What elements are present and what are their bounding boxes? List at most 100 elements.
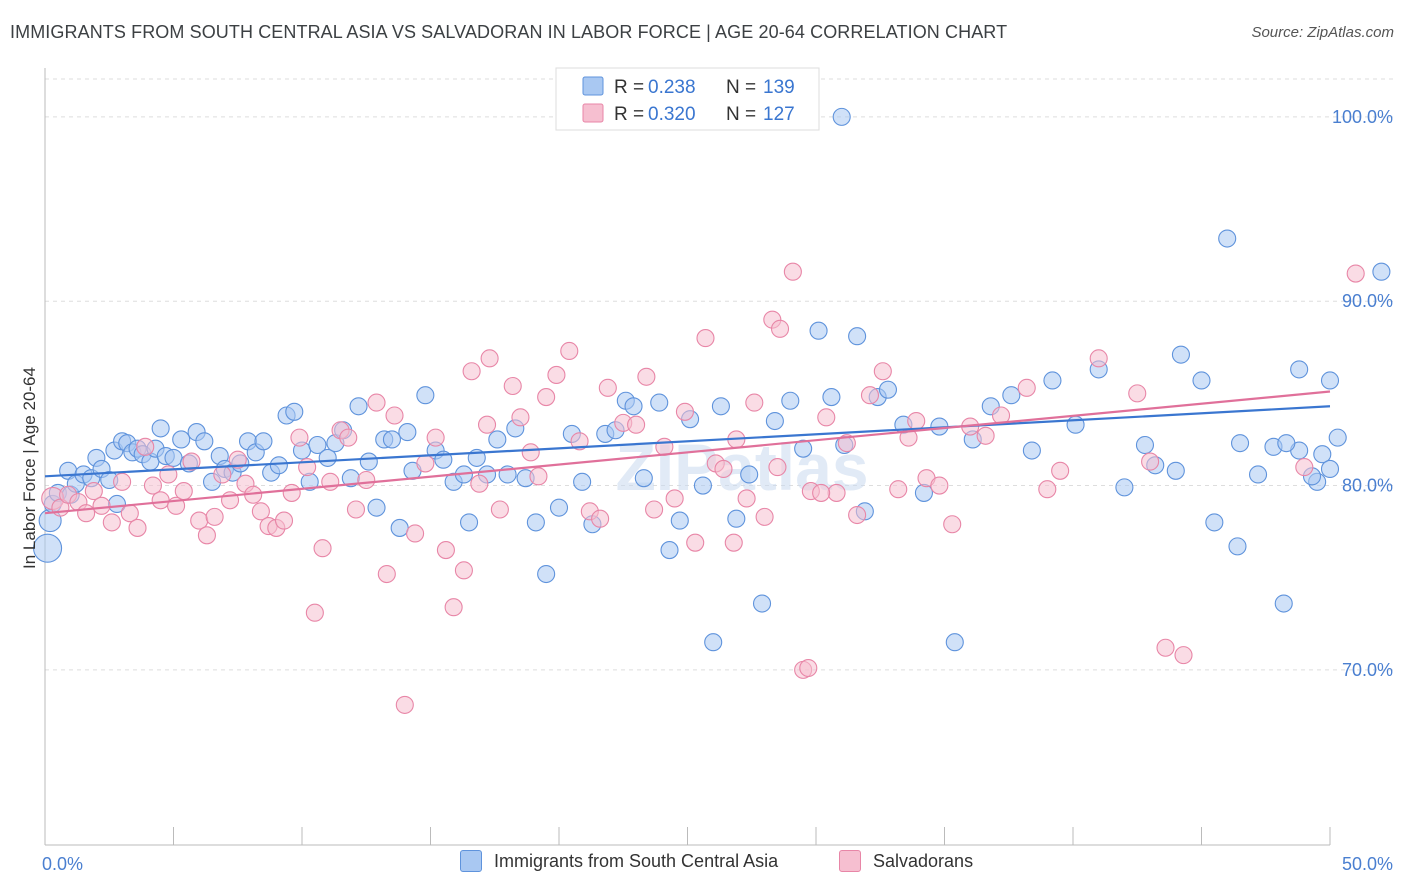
point-salvadoran[interactable] bbox=[205, 507, 224, 526]
point-salvadoran[interactable] bbox=[655, 437, 674, 456]
point-south-central-asia[interactable] bbox=[1205, 513, 1224, 532]
point-south-central-asia[interactable] bbox=[693, 476, 712, 495]
point-salvadoran[interactable] bbox=[1295, 458, 1314, 477]
point-south-central-asia[interactable] bbox=[459, 513, 479, 532]
point-salvadoran[interactable] bbox=[976, 426, 995, 445]
point-salvadoran[interactable] bbox=[444, 598, 463, 617]
point-salvadoran[interactable] bbox=[274, 511, 294, 530]
point-salvadoran[interactable] bbox=[385, 406, 404, 425]
point-salvadoran[interactable] bbox=[889, 480, 908, 499]
point-salvadoran[interactable] bbox=[454, 561, 473, 580]
point-south-central-asia[interactable] bbox=[822, 388, 841, 407]
point-south-central-asia[interactable] bbox=[1290, 360, 1309, 379]
point-south-central-asia[interactable] bbox=[1043, 371, 1062, 390]
point-south-central-asia[interactable] bbox=[1277, 434, 1296, 453]
point-salvadoran[interactable] bbox=[339, 428, 358, 447]
point-salvadoran[interactable] bbox=[637, 367, 656, 386]
point-south-central-asia[interactable] bbox=[711, 397, 730, 416]
point-south-central-asia[interactable] bbox=[1320, 459, 1340, 479]
point-salvadoran[interactable] bbox=[395, 695, 414, 714]
point-south-central-asia[interactable] bbox=[172, 430, 191, 449]
point-south-central-asia[interactable] bbox=[832, 107, 851, 126]
point-south-central-asia[interactable] bbox=[781, 391, 800, 410]
point-south-central-asia[interactable] bbox=[1231, 434, 1250, 453]
point-south-central-asia[interactable] bbox=[945, 633, 964, 652]
point-salvadoran[interactable] bbox=[598, 378, 617, 397]
point-salvadoran[interactable] bbox=[182, 452, 201, 471]
point-salvadoran[interactable] bbox=[714, 459, 733, 479]
point-south-central-asia[interactable] bbox=[727, 509, 746, 528]
point-salvadoran[interactable] bbox=[503, 376, 522, 396]
point-salvadoran[interactable] bbox=[228, 450, 247, 469]
point-salvadoran[interactable] bbox=[143, 476, 162, 495]
point-south-central-asia[interactable] bbox=[650, 393, 669, 412]
point-salvadoran[interactable] bbox=[770, 319, 790, 338]
point-salvadoran[interactable] bbox=[547, 365, 566, 384]
point-salvadoran[interactable] bbox=[490, 500, 509, 519]
point-south-central-asia[interactable] bbox=[878, 380, 898, 399]
point-salvadoran[interactable] bbox=[827, 483, 846, 502]
point-salvadoran[interactable] bbox=[282, 483, 301, 502]
point-south-central-asia[interactable] bbox=[794, 439, 813, 458]
point-south-central-asia[interactable] bbox=[349, 397, 368, 416]
point-south-central-asia[interactable] bbox=[526, 513, 545, 532]
point-salvadoran[interactable] bbox=[799, 658, 818, 678]
point-salvadoran[interactable] bbox=[357, 470, 376, 490]
point-salvadoran[interactable] bbox=[907, 411, 926, 431]
point-salvadoran[interactable] bbox=[480, 349, 499, 368]
point-salvadoran[interactable] bbox=[251, 502, 270, 521]
point-salvadoran[interactable] bbox=[346, 500, 366, 519]
point-salvadoran[interactable] bbox=[305, 603, 324, 622]
point-south-central-asia[interactable] bbox=[549, 498, 569, 517]
point-south-central-asia[interactable] bbox=[1274, 594, 1293, 613]
point-salvadoran[interactable] bbox=[627, 415, 646, 434]
point-south-central-asia[interactable] bbox=[765, 411, 784, 431]
point-south-central-asia[interactable] bbox=[195, 432, 214, 451]
point-south-central-asia[interactable] bbox=[1372, 262, 1391, 281]
point-salvadoran[interactable] bbox=[665, 489, 684, 508]
point-salvadoran[interactable] bbox=[470, 474, 489, 493]
point-salvadoran[interactable] bbox=[745, 393, 764, 412]
point-salvadoran[interactable] bbox=[645, 500, 664, 519]
point-south-central-asia[interactable] bbox=[573, 472, 592, 491]
point-south-central-asia[interactable] bbox=[382, 430, 402, 449]
point-salvadoran[interactable] bbox=[1141, 452, 1160, 471]
point-south-central-asia[interactable] bbox=[660, 541, 679, 560]
point-salvadoran[interactable] bbox=[77, 504, 96, 523]
point-south-central-asia[interactable] bbox=[1218, 229, 1237, 248]
point-salvadoran[interactable] bbox=[848, 505, 867, 525]
point-salvadoran[interactable] bbox=[521, 443, 540, 462]
legend-item-salvadorans[interactable]: Salvadorans bbox=[839, 850, 973, 872]
point-salvadoran[interactable] bbox=[1038, 480, 1057, 499]
point-salvadoran[interactable] bbox=[537, 388, 556, 407]
point-south-central-asia[interactable] bbox=[1320, 371, 1340, 390]
point-salvadoran[interactable] bbox=[873, 362, 892, 381]
point-salvadoran[interactable] bbox=[1346, 264, 1365, 283]
point-salvadoran[interactable] bbox=[570, 432, 589, 451]
point-salvadoran[interactable] bbox=[686, 533, 705, 552]
point-salvadoran[interactable] bbox=[930, 476, 949, 495]
point-salvadoran[interactable] bbox=[943, 515, 962, 534]
point-south-central-asia[interactable] bbox=[308, 435, 327, 455]
point-south-central-asia[interactable] bbox=[416, 386, 435, 405]
point-south-central-asia[interactable] bbox=[488, 430, 507, 449]
point-south-central-asia[interactable] bbox=[914, 483, 933, 502]
point-south-central-asia[interactable] bbox=[359, 452, 378, 471]
point-south-central-asia[interactable] bbox=[254, 432, 273, 451]
point-salvadoran[interactable] bbox=[1089, 349, 1108, 368]
point-south-central-asia[interactable] bbox=[1022, 441, 1041, 460]
point-salvadoran[interactable] bbox=[1017, 378, 1036, 397]
point-salvadoran[interactable] bbox=[213, 465, 232, 484]
point-south-central-asia[interactable] bbox=[367, 498, 386, 517]
point-south-central-asia[interactable] bbox=[390, 518, 409, 537]
point-salvadoran[interactable] bbox=[151, 491, 170, 510]
point-salvadoran[interactable] bbox=[860, 386, 880, 405]
point-south-central-asia[interactable] bbox=[1135, 435, 1155, 455]
point-salvadoran[interactable] bbox=[817, 408, 836, 427]
point-south-central-asia[interactable] bbox=[537, 564, 556, 584]
point-salvadoran[interactable] bbox=[696, 329, 715, 348]
point-salvadoran[interactable] bbox=[313, 539, 332, 558]
point-south-central-asia[interactable] bbox=[269, 456, 288, 475]
point-salvadoran[interactable] bbox=[1174, 646, 1193, 665]
point-salvadoran[interactable] bbox=[724, 533, 743, 552]
